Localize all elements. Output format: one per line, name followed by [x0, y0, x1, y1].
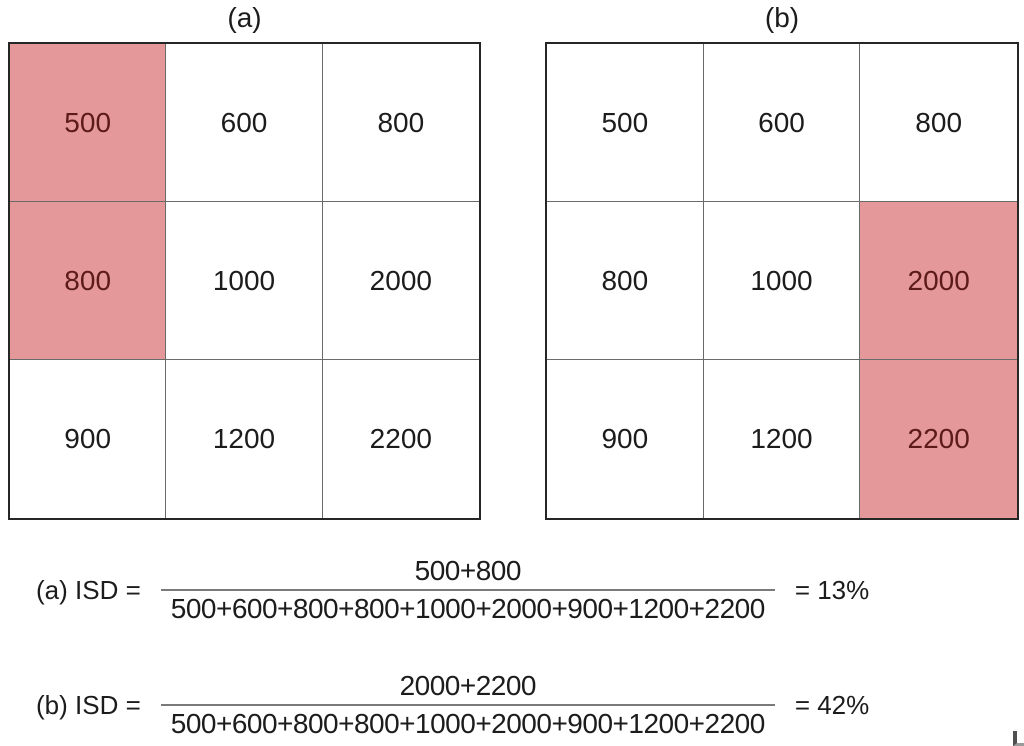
formula-b: (b) ISD = 2000+2200 500+600+800+800+1000… [36, 670, 869, 740]
grid-a-cell-r1c2: 600 [166, 44, 323, 202]
grid-a-cell-r2c2: 1000 [166, 202, 323, 360]
grid-b: 500 600 800 800 1000 2000 900 1200 2200 [545, 42, 1019, 520]
grid-b-cell-r2c1: 800 [547, 202, 704, 360]
formula-b-fraction-bar [160, 704, 775, 707]
grid-b-cell-r1c1: 500 [547, 44, 704, 202]
formula-a-denominator: 500+600+800+800+1000+2000+900+1200+2200 [170, 593, 766, 625]
grid-b-cell-r3c1: 900 [547, 360, 704, 518]
grid-a-cell-r1c3: 800 [322, 44, 479, 202]
formula-b-denominator: 500+600+800+800+1000+2000+900+1200+2200 [170, 708, 766, 740]
formula-a-numerator: 500+800 [414, 555, 522, 586]
grid-b-cell-r3c2: 1200 [704, 360, 861, 518]
formula-b-fraction: 2000+2200 500+600+800+800+1000+2000+900+… [160, 670, 775, 740]
grid-b-label: (b) [764, 2, 800, 33]
corner-cursor-artifact [1013, 731, 1024, 746]
formula-a-result: = 13% [794, 574, 870, 605]
grid-a-cell-r3c3: 2200 [369, 423, 432, 454]
formula-b-numerator: 2000+2200 [399, 670, 537, 701]
grid-a-cell-r1c1: 500 [10, 44, 167, 202]
formula-b-result: = 42% [794, 689, 870, 720]
grid-b-cell-r1c3: 800 [860, 44, 1017, 202]
formula-b-label: (b) ISD = [36, 689, 141, 720]
formula-a: (a) ISD = 500+800 500+600+800+800+1000+2… [36, 555, 869, 625]
grid-a-cell-r3c1: 900 [10, 360, 167, 518]
grid-a-label: (a) [227, 2, 262, 33]
grid-b-cell-r3c3: 2200 [860, 360, 1017, 518]
grid-b-cell-r2c2: 1000 [703, 202, 861, 360]
formula-a-label: (a) ISD = [36, 574, 141, 605]
formula-a-fraction-bar [160, 589, 775, 592]
grid-a-cell-r2c1: 800 [10, 202, 167, 360]
formula-a-fraction: 500+800 500+600+800+800+1000+2000+900+12… [160, 555, 775, 625]
grid-a-cell-r2c3: 2000 [322, 202, 479, 360]
grid-a-cell-r3c2: 1200 [166, 360, 323, 518]
grid-b-cell-r1c2: 600 [703, 44, 861, 202]
grid-b-cell-r2c3: 2000 [860, 202, 1017, 360]
grid-a: 500 600 800 800 1000 2000 900 1200 2200 [8, 42, 481, 520]
